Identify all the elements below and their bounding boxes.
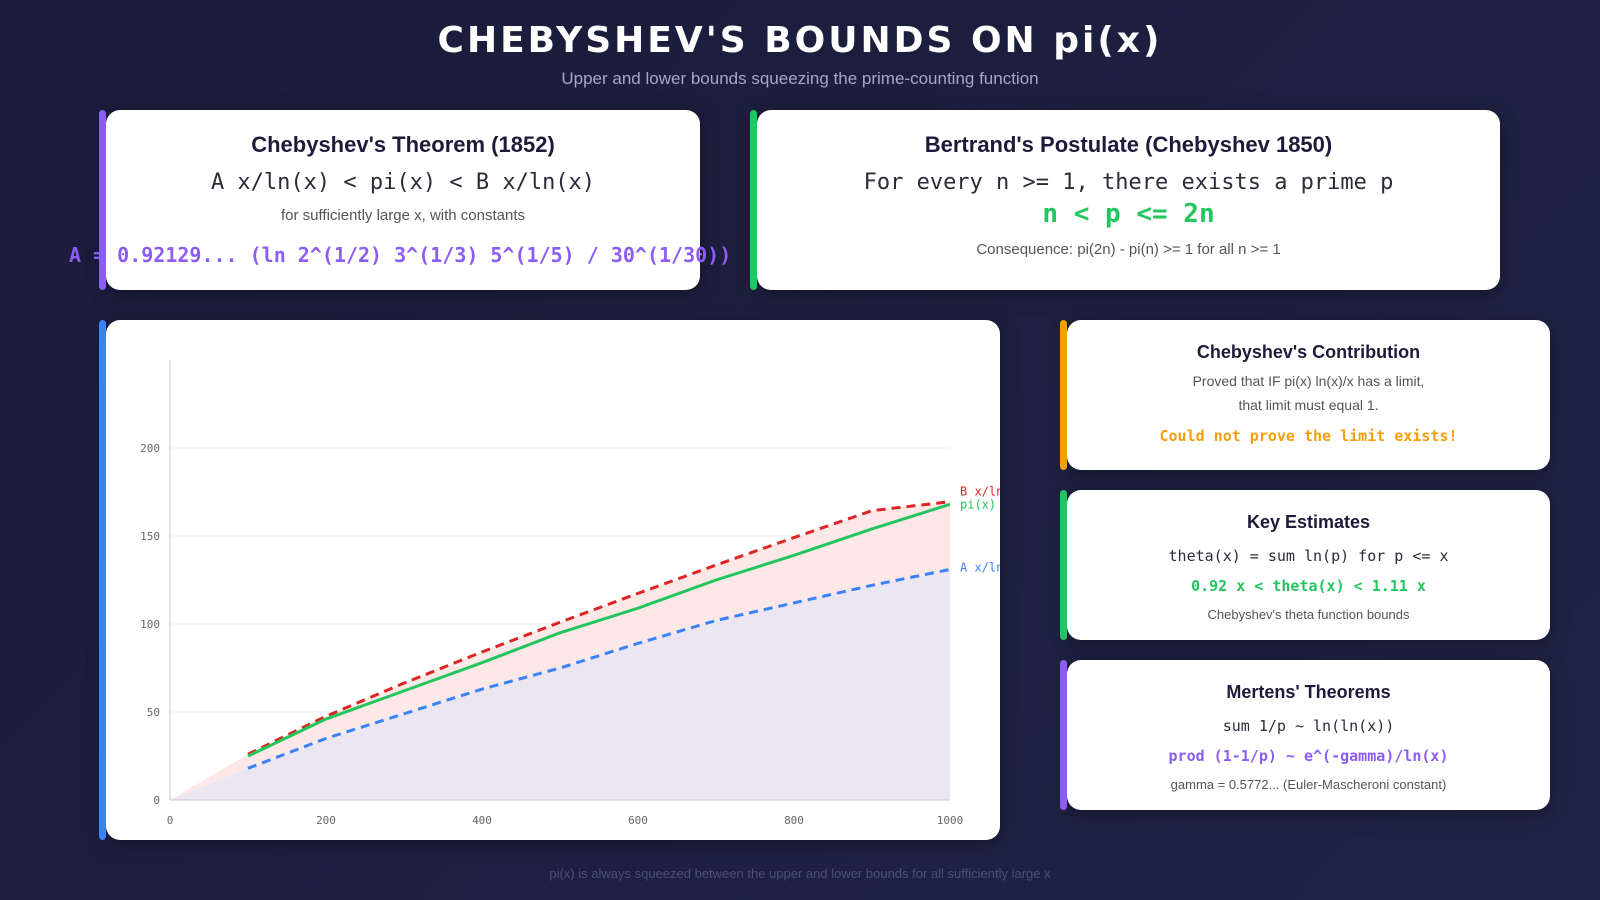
contribution-card-title: Chebyshev's Contribution [1196,342,1421,362]
mertens-card-title: Mertens' Theorems [1226,682,1391,702]
mertens-note: gamma = 0.5772... (Euler-Mascheroni cons… [1170,777,1447,792]
contribution-line-2: that limit must equal 1. [1238,397,1379,413]
estimates-card-accent [1060,490,1067,640]
estimates-note: Chebyshev's theta function bounds [1207,607,1410,622]
theorem-formula: A x/ln(x) < pi(x) < B x/ln(x) [210,170,596,195]
y-tick-label-0: 0 [153,794,160,807]
contribution-line-1: Proved that IF pi(x) ln(x)/x has a limit… [1192,373,1425,389]
mertens-card: Mertens' Theorems sum 1/p ~ ln(ln(x)) pr… [1060,660,1550,810]
series-line-2 [247,567,951,770]
bertrand-statement: For every n >= 1, there exists a prime p [863,170,1394,195]
x-tick-label-400: 400 [472,814,492,827]
bertrand-card-title: Bertrand's Postulate (Chebyshev 1850) [924,132,1333,157]
x-tick-label-200: 200 [316,814,336,827]
theorem-note: for sufficiently large x, with constants [281,207,525,224]
bertrand-card-accent [750,110,757,290]
series-line-1 [247,502,951,758]
bertrand-consequence: Consequence: pi(2n) - pi(n) >= 1 for all… [976,241,1281,258]
theorem-card-accent [99,110,106,290]
bertrand-card: Bertrand's Postulate (Chebyshev 1850) Fo… [750,110,1500,290]
estimates-card: Key Estimates theta(x) = sum ln(p) for p… [1060,490,1550,640]
y-tick-label-150: 150 [140,530,160,543]
contribution-card-accent [1060,320,1067,470]
theorem-card-title: Chebyshev's Theorem (1852) [251,132,555,157]
mertens-line-1: sum 1/p ~ ln(ln(x)) [1222,717,1395,735]
theorem-constant: A = 0.92129... (ln 2^(1/2) 3^(1/3) 5^(1/… [69,243,732,267]
contribution-card: Chebyshev's Contribution Proved that IF … [1060,320,1550,470]
series-label-2: A x/ln x [960,560,1000,574]
page-title: CHEBYSHEV'S BOUNDS ON pi(x) [437,20,1163,61]
estimates-card-title: Key Estimates [1246,512,1371,532]
y-tick-label-50: 50 [147,706,160,719]
estimates-line-1: theta(x) = sum ln(p) for p <= x [1168,547,1449,565]
series-line-0 [247,500,951,756]
x-tick-label-1000: 1000 [937,814,964,827]
x-tick-label-800: 800 [784,814,804,827]
shade-below-lower-bound [170,569,950,800]
footer-note: pi(x) is always squeezed between the upp… [549,866,1051,881]
mertens-line-2: prod (1-1/p) ~ e^(-gamma)/ln(x) [1168,747,1449,765]
y-tick-label-100: 100 [140,618,160,631]
page-subtitle: Upper and lower bounds squeezing the pri… [561,69,1039,88]
chart-card-accent [99,320,106,840]
series-label-1: pi(x) [960,497,996,511]
y-tick-label-200: 200 [140,442,160,455]
theorem-card: Chebyshev's Theorem (1852) A x/ln(x) < p… [69,110,731,290]
mertens-card-accent [1060,660,1067,810]
x-tick-label-600: 600 [628,814,648,827]
bertrand-inequality: n < p <= 2n [1042,199,1215,229]
x-tick-label-0: 0 [167,814,174,827]
contribution-highlight: Could not prove the limit exists! [1159,427,1458,445]
estimates-line-2: 0.92 x < theta(x) < 1.11 x [1191,577,1426,595]
